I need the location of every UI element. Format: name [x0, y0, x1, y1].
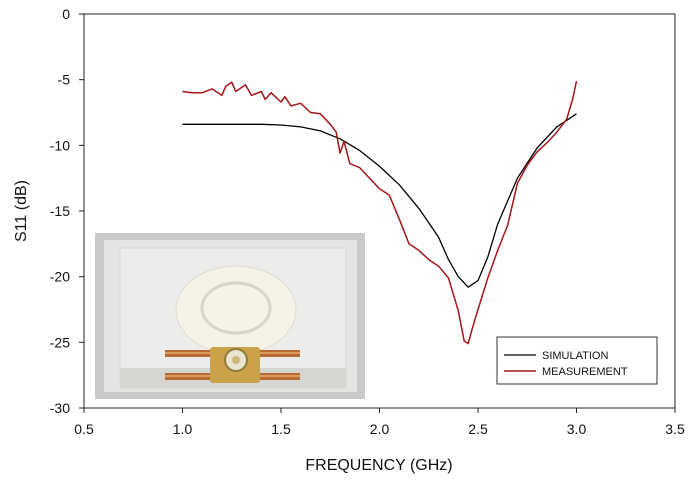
x-tick-label: 2.5 — [468, 421, 488, 437]
x-tick-label: 1.0 — [173, 421, 193, 437]
series-layer — [182, 80, 578, 345]
x-tick-label: 3.0 — [567, 421, 587, 437]
x-axis-title: FREQUENCY (GHz) — [305, 457, 452, 474]
y-tick-label: -20 — [50, 269, 70, 285]
x-tick-label: 2.0 — [370, 421, 390, 437]
y-tick-label: -30 — [50, 400, 70, 416]
legend-box — [496, 336, 658, 385]
x-tick-label: 0.5 — [74, 421, 94, 437]
antenna-photo — [95, 233, 365, 399]
y-axis-title: S11 (dB) — [13, 180, 30, 242]
series-line-measurement — [182, 80, 578, 345]
y-tick-label: -5 — [58, 72, 71, 88]
y-axis: 0 -5 -10 -15 -20 -25 -30 — [50, 6, 84, 416]
series-line-simulation — [182, 113, 577, 288]
y-tick-label: -10 — [50, 137, 70, 153]
y-tick-label: -25 — [50, 334, 70, 350]
legend-label-simulation: SIMULATION — [542, 350, 608, 362]
x-axis: 0.5 1.0 1.5 2.0 2.5 3.0 3.5 — [74, 408, 685, 437]
x-tick-label: 1.5 — [271, 421, 291, 437]
y-tick-label: 0 — [62, 6, 70, 22]
y-tick-label: -15 — [50, 203, 70, 219]
legend: SIMULATION MEASUREMENT — [496, 336, 658, 385]
x-tick-label: 3.5 — [665, 421, 685, 437]
legend-label-measurement: MEASUREMENT — [542, 366, 628, 378]
